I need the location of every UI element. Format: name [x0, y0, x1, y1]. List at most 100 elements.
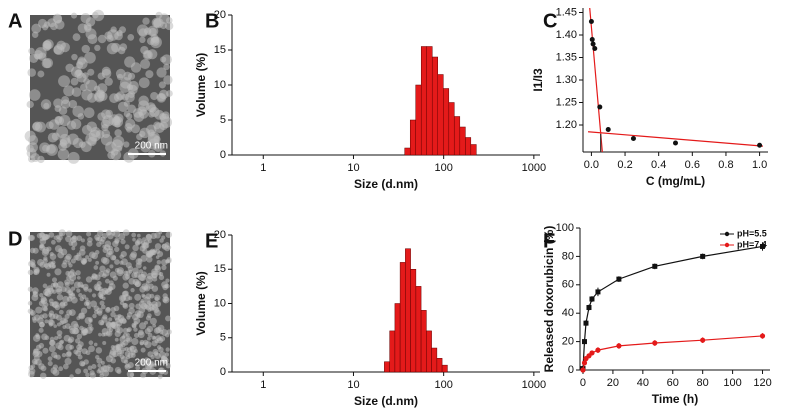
particle: [33, 348, 41, 356]
particle: [162, 298, 167, 303]
particle: [58, 309, 64, 315]
particle: [29, 259, 36, 266]
particle: [71, 246, 76, 251]
particle: [40, 372, 47, 379]
particle: [39, 321, 45, 328]
particle: [28, 365, 34, 371]
particle: [33, 360, 38, 365]
particle: [120, 239, 126, 245]
particle: [109, 264, 114, 269]
y-tick-label: 1.20: [556, 119, 577, 131]
particle: [145, 233, 152, 240]
particle: [97, 230, 104, 237]
particle: [71, 240, 78, 247]
particle: [152, 323, 157, 328]
particle: [59, 320, 65, 326]
particle: [43, 306, 48, 312]
particle: [144, 328, 151, 335]
x-tick-label: 120: [753, 377, 771, 389]
particle: [48, 345, 56, 353]
particle: [127, 352, 134, 359]
particle: [140, 372, 147, 379]
legend-marker: [724, 242, 730, 248]
particle: [40, 99, 52, 110]
particle: [61, 352, 67, 358]
particle: [160, 116, 173, 129]
particle: [95, 237, 100, 242]
particle: [79, 83, 88, 92]
tem-image: [24, 9, 174, 164]
particle: [154, 243, 162, 250]
particle: [32, 247, 39, 254]
point: [673, 140, 678, 146]
particle: [142, 237, 147, 242]
y-tick-label: 20: [214, 9, 226, 21]
particle: [96, 357, 103, 364]
particle: [153, 351, 159, 357]
particle: [151, 285, 159, 292]
particle: [129, 372, 135, 378]
point: [760, 243, 766, 249]
particle: [149, 317, 157, 325]
bar: [470, 144, 477, 156]
particle: [47, 18, 57, 28]
particle: [94, 284, 101, 291]
particle: [93, 85, 101, 92]
particle: [119, 300, 125, 306]
particle: [158, 346, 164, 353]
scale-bar-label: 200 nm: [135, 141, 168, 152]
y-axis-label: Volume (%): [194, 271, 208, 335]
particle: [38, 342, 45, 349]
particle: [167, 259, 172, 264]
particle: [139, 130, 146, 138]
particle: [26, 100, 34, 109]
particle: [77, 281, 84, 288]
particle: [75, 254, 82, 261]
particle: [147, 129, 155, 137]
legend-label: pH=7.4: [737, 239, 767, 249]
particle: [139, 286, 146, 293]
particle: [93, 342, 98, 347]
particle: [138, 77, 150, 89]
particle: [161, 264, 167, 271]
x-tick-label: 1: [260, 162, 266, 174]
point: [757, 142, 763, 148]
particle: [132, 244, 139, 252]
particle: [67, 289, 74, 296]
particle: [124, 56, 136, 68]
x-axis-label: Size (d.nm): [354, 177, 418, 191]
particle: [101, 124, 109, 132]
particle: [37, 70, 45, 78]
particle: [133, 327, 138, 332]
point: [652, 340, 658, 346]
particle: [154, 309, 161, 317]
particle: [42, 347, 49, 354]
panel-label: A: [8, 10, 22, 32]
particle: [102, 340, 107, 345]
particle: [52, 364, 59, 370]
particle: [140, 58, 151, 70]
particle: [113, 230, 121, 238]
x-tick-label: 0.0: [584, 159, 599, 171]
panel-label: C: [543, 10, 557, 32]
particle: [156, 67, 167, 78]
particle: [138, 100, 150, 112]
particle: [91, 11, 99, 19]
particle: [125, 118, 136, 129]
bar: [389, 330, 396, 373]
particle: [65, 253, 72, 260]
particle: [76, 344, 83, 351]
particle: [140, 358, 145, 363]
particle: [52, 289, 57, 294]
particle: [54, 336, 59, 341]
particle: [113, 305, 120, 312]
particle: [76, 316, 81, 321]
particle: [28, 135, 39, 146]
particle: [57, 334, 62, 340]
particle: [115, 320, 123, 327]
particle: [136, 233, 141, 238]
bar: [415, 286, 422, 373]
particle: [83, 286, 89, 292]
particle: [110, 26, 117, 33]
particle: [81, 348, 88, 355]
